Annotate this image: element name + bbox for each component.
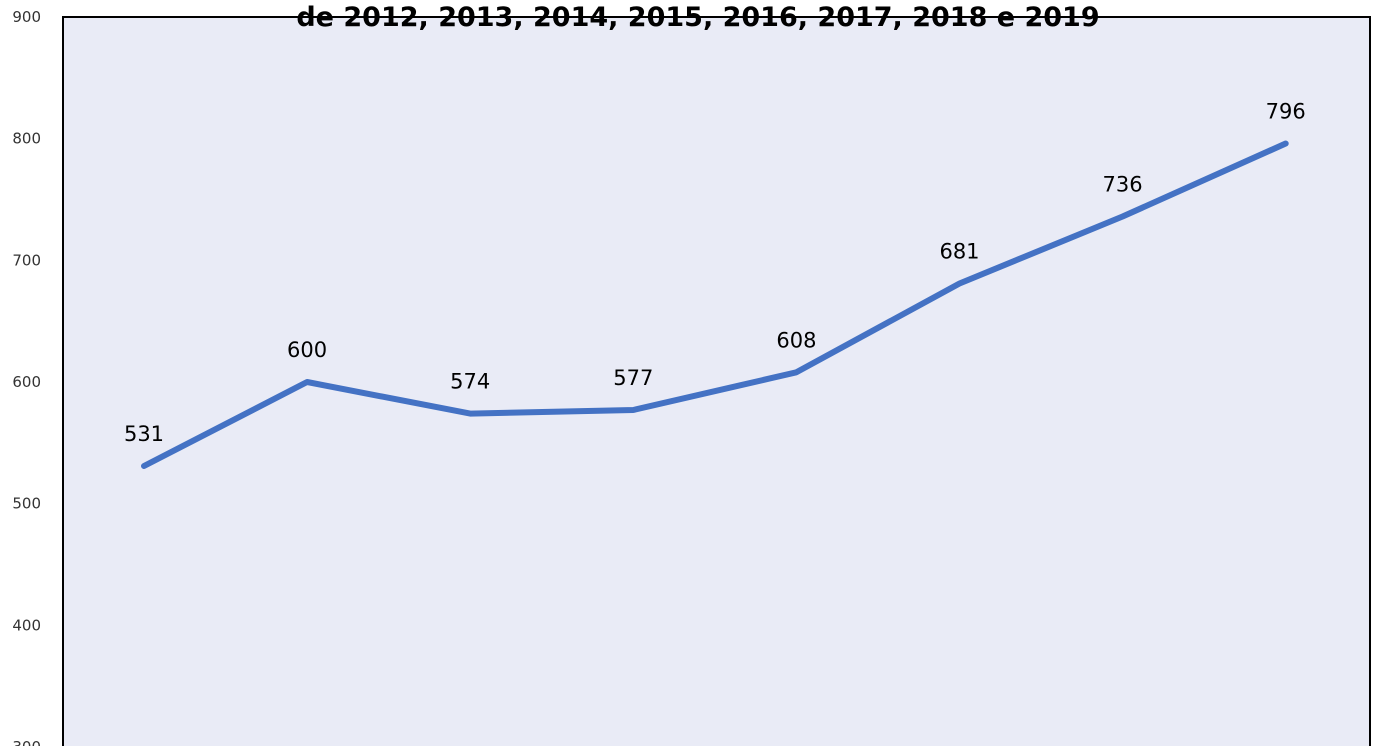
data-label: 577 [613, 366, 653, 390]
series-line [141, 140, 1289, 469]
y-tick-label: 900 [12, 8, 41, 26]
y-tick-label: 800 [12, 130, 41, 148]
data-label: 574 [450, 370, 490, 394]
data-labels: 531 600 574 577 608 681 736 796 [124, 100, 1306, 446]
chart-title: de 2012, 2013, 2014, 2015, 2016, 2017, 2… [296, 2, 1099, 33]
y-tick-label: 700 [12, 251, 41, 269]
y-axis: 300 400 500 600 700 800 900 [12, 8, 41, 746]
data-label: 796 [1266, 100, 1306, 124]
data-label: 531 [124, 422, 164, 446]
y-tick-label: 500 [12, 495, 41, 513]
y-tick-label: 300 [12, 738, 41, 746]
data-label: 608 [776, 328, 816, 352]
y-tick-label: 600 [12, 373, 41, 391]
data-label: 736 [1103, 173, 1143, 197]
data-label: 600 [287, 338, 327, 362]
plot-area [62, 16, 1371, 746]
data-label: 681 [939, 239, 979, 263]
y-tick-label: 400 [12, 616, 41, 634]
